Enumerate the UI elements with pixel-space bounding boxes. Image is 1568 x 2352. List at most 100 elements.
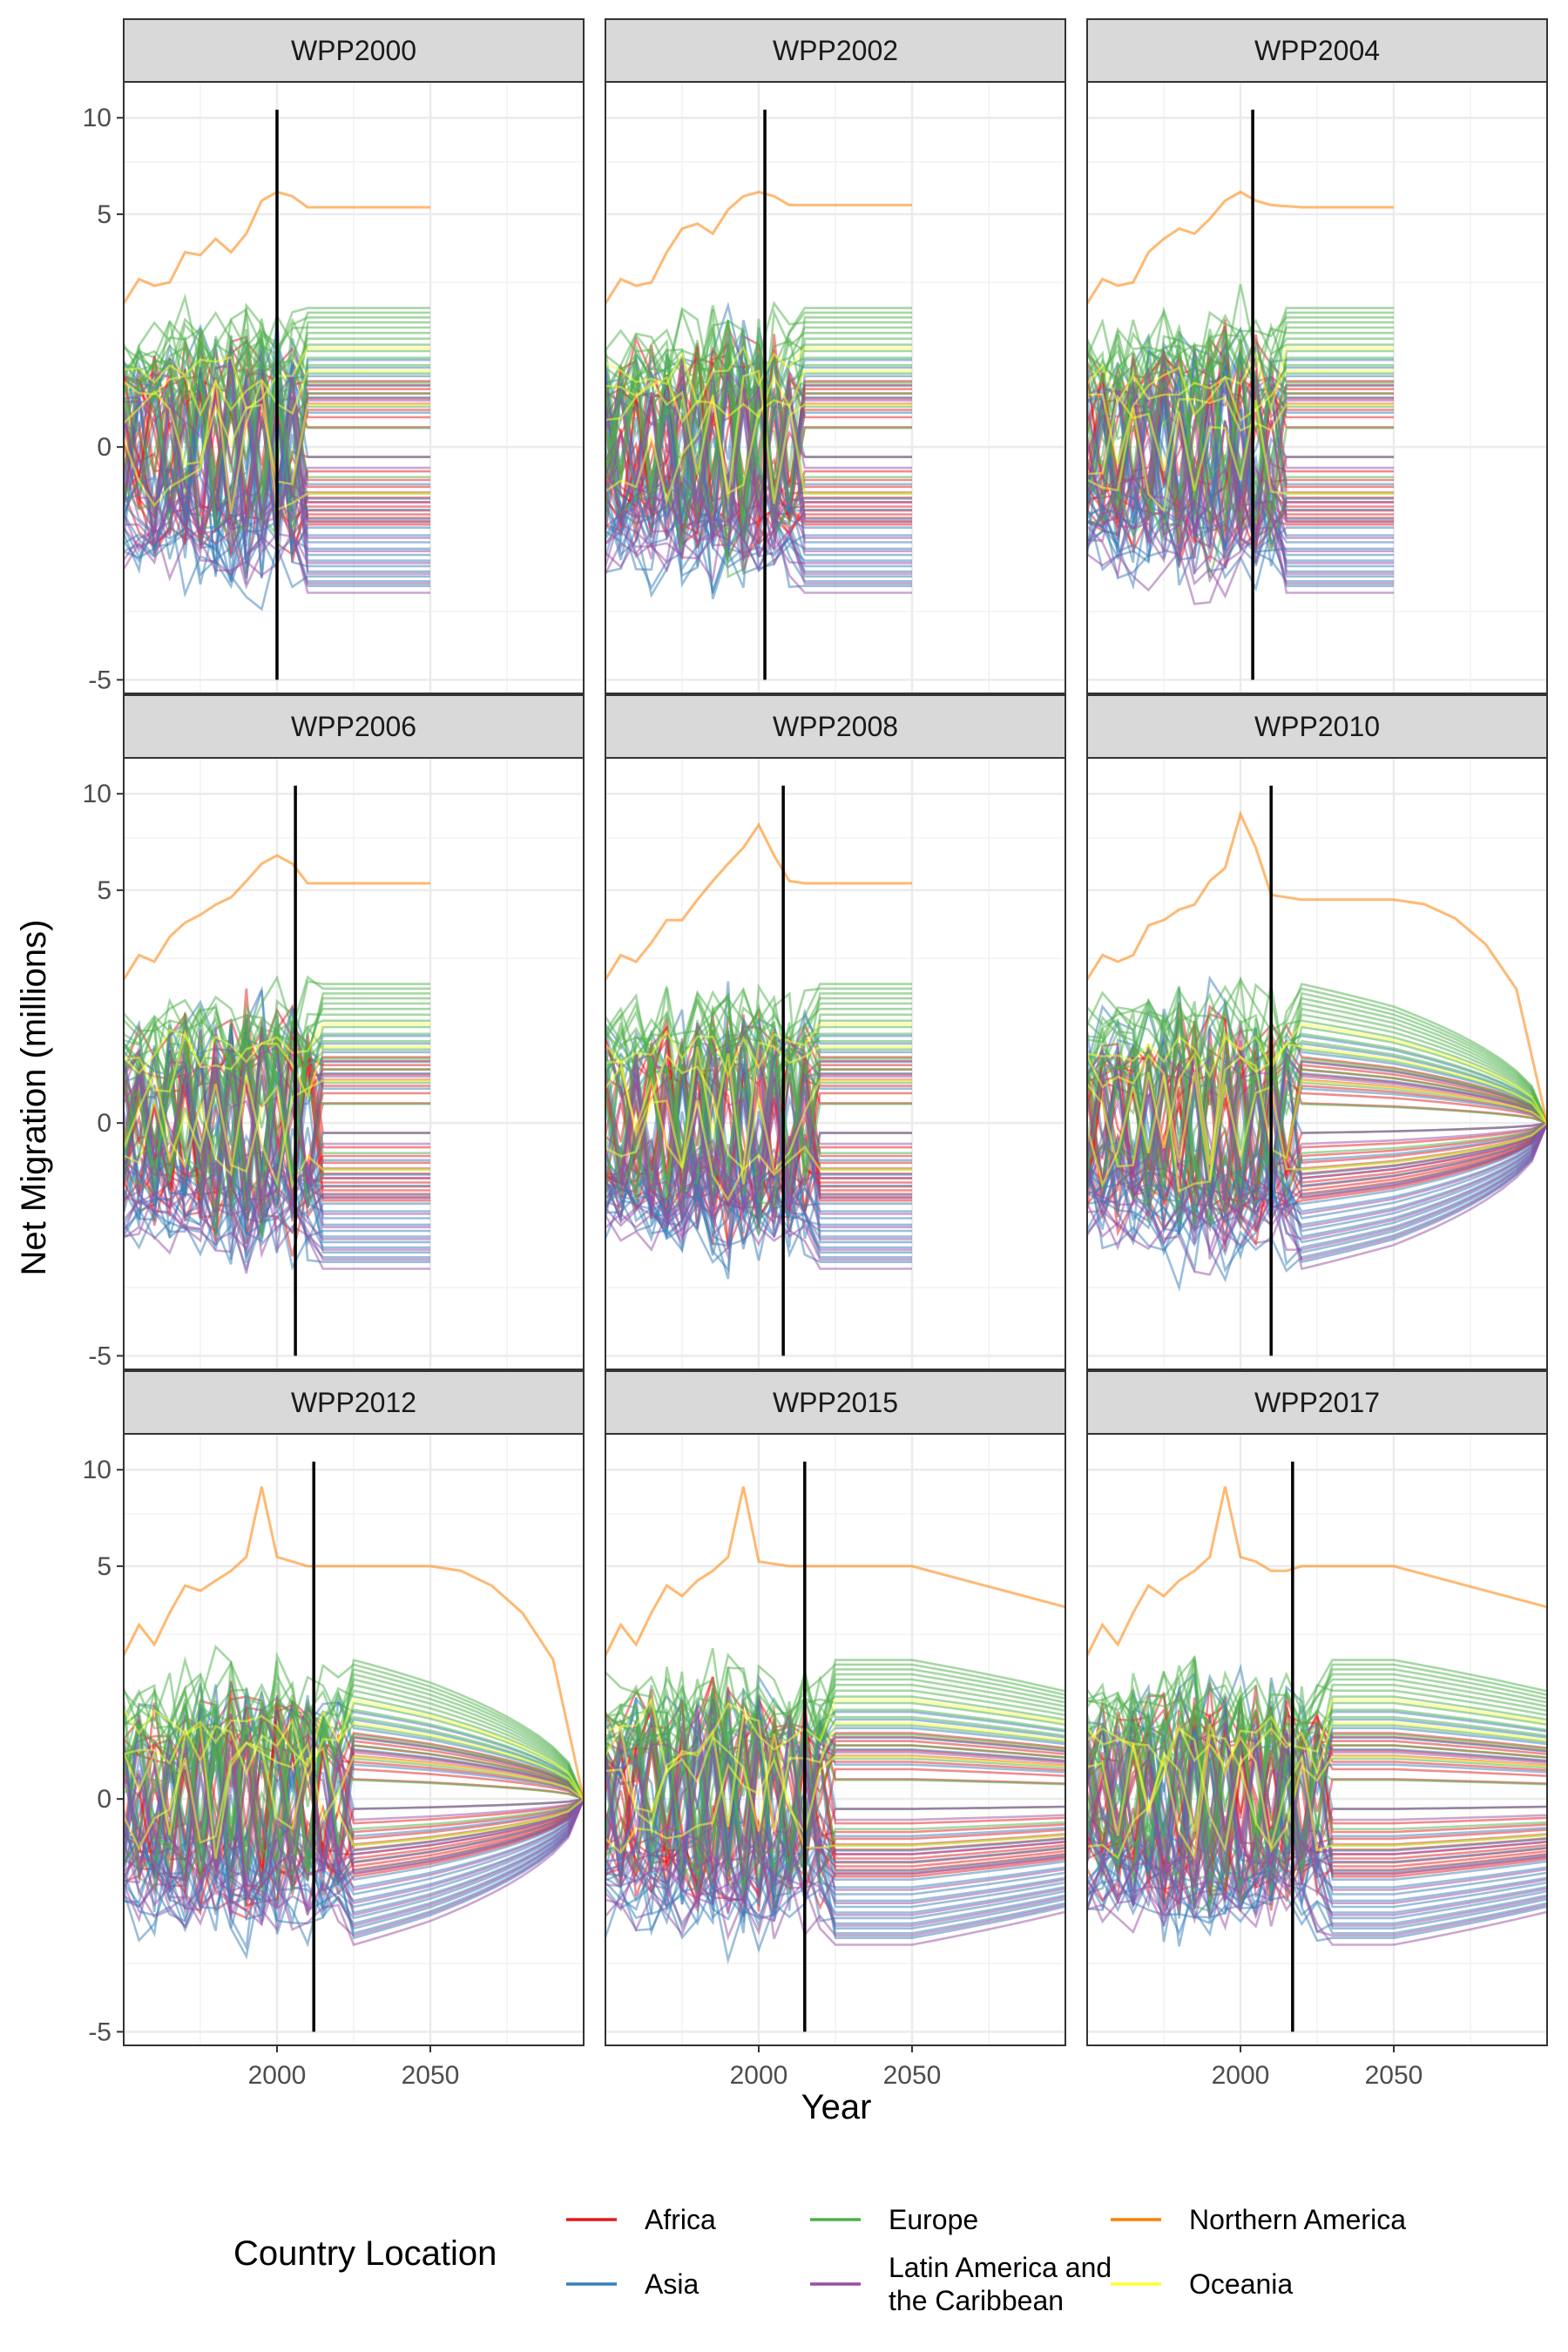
series-line-latin	[605, 1861, 1065, 1946]
series-line-europe	[1087, 1665, 1547, 1761]
series-line-asia	[124, 1026, 430, 1257]
facet-panel: WPP2004	[1086, 18, 1548, 694]
legend-label: Oceania	[1189, 2268, 1293, 2300]
y-tick-label: 10	[83, 780, 112, 808]
legend-label-line: the Caribbean	[889, 2285, 1064, 2316]
series-line-europe	[1087, 1036, 1547, 1223]
series-line-latin	[124, 1798, 584, 1937]
series-line-oceania	[1087, 347, 1394, 414]
x-axis-title: Year	[801, 2088, 872, 2126]
series-line-europe	[1087, 1673, 1547, 1809]
series-line-latin	[124, 1065, 430, 1228]
grid-lines	[124, 1434, 584, 2045]
series-line-northern-america	[1087, 190, 1394, 305]
series-line-oceania	[605, 1696, 1065, 1775]
series-line-oceania	[605, 1733, 1065, 1836]
panel-border	[605, 757, 1066, 1370]
series-line-europe	[124, 1651, 584, 1876]
legend-item: Asia	[566, 2268, 699, 2300]
series-line-asia	[1087, 353, 1394, 545]
legend-item: Europe	[810, 2204, 978, 2235]
panel-border	[123, 1433, 585, 2046]
series-line-oceania	[1087, 1031, 1547, 1181]
series-line-europe	[124, 998, 430, 1186]
series-line-europe	[1087, 1663, 1547, 1833]
series-lines	[605, 190, 912, 600]
facet-title: WPP2017	[1254, 1387, 1380, 1418]
series-line-asia	[124, 1085, 430, 1263]
series-line-latin	[605, 1105, 912, 1217]
series-line-northern-america	[605, 1486, 1065, 1657]
series-line-asia	[605, 1709, 1065, 1915]
legend-label: Northern America	[1189, 2204, 1406, 2235]
legend-label: Africa	[645, 2204, 716, 2235]
series-line-europe	[1087, 1677, 1547, 1882]
facet-title: WPP2008	[773, 711, 898, 742]
grid-lines	[605, 758, 1065, 1369]
series-line-europe	[124, 1680, 584, 1856]
panel-border	[1086, 757, 1548, 1370]
facet-strip	[605, 18, 1066, 83]
series-line-asia	[605, 1714, 1065, 1939]
series-line-northern-america	[124, 190, 430, 305]
series-line-oceania	[124, 1023, 430, 1075]
series-line-europe	[1087, 307, 1394, 391]
facet-panel: WPP2010	[1086, 694, 1548, 1370]
series-line-europe	[1087, 1012, 1547, 1190]
legend-item: Latin America and the Caribbean	[810, 2252, 1112, 2316]
series-line-asia	[1087, 1068, 1547, 1241]
series-line-oceania	[124, 1030, 430, 1100]
y-tick-label: 0	[97, 433, 112, 462]
series-line-latin	[605, 498, 912, 585]
y-tick-label: 10	[83, 104, 112, 132]
x-tick-label: 2000	[1212, 2061, 1270, 2090]
facet-strip	[123, 1370, 585, 1435]
series-line-oceania	[124, 1070, 430, 1188]
series-line-europe	[124, 1010, 430, 1210]
series-line-latin	[605, 1722, 1065, 1885]
series-line-latin	[605, 1871, 1065, 1937]
series-line-northern-america	[605, 190, 912, 305]
series-line-europe	[1087, 1678, 1547, 1843]
series-line-northern-america	[124, 854, 430, 981]
facet-title: WPP2010	[1254, 711, 1380, 742]
legend-item: Oceania	[1111, 2268, 1293, 2300]
facet-title: WPP2000	[291, 35, 416, 66]
x-axis: 2000 2050 2000 2050 2000 2050	[248, 2045, 1423, 2090]
series-line-latin	[124, 1764, 584, 1920]
legend-label-line: Latin America and	[889, 2252, 1112, 2283]
series-line-latin	[124, 1739, 584, 1889]
panel-border	[1086, 81, 1548, 694]
facet-panel: WPP2006	[123, 694, 585, 1370]
series-line-europe	[605, 1685, 1065, 1854]
panel-border	[1086, 1433, 1548, 2046]
series-lines	[124, 854, 430, 1274]
series-line-europe	[1087, 985, 1547, 1199]
series-line-latin	[1087, 1726, 1547, 1905]
series-lines	[1087, 1486, 1547, 1947]
series-line-latin	[1087, 1083, 1547, 1248]
series-line-oceania	[124, 1083, 430, 1190]
series-line-europe	[124, 1655, 584, 1876]
series-line-oceania	[124, 1724, 584, 1860]
series-line-oceania	[605, 369, 912, 425]
facet-panel: WPP2002	[605, 18, 1066, 694]
series-line-asia	[605, 1695, 1065, 1890]
series-line-europe	[124, 1713, 584, 1887]
series-line-latin	[124, 1798, 584, 1947]
series-line-latin	[1087, 457, 1394, 549]
x-tick-label: 2050	[402, 2061, 460, 2090]
y-axis-title: Net Migration (millions)	[15, 920, 53, 1276]
series-line-latin	[124, 1734, 584, 1875]
legend-item: Northern America	[1111, 2204, 1406, 2235]
series-line-europe	[1087, 991, 1547, 1188]
series-line-oceania	[1087, 366, 1394, 465]
series-line-asia	[605, 1086, 912, 1244]
series-lines	[1087, 190, 1394, 605]
x-tick-label: 2000	[248, 2061, 307, 2090]
series-line-oceania	[605, 394, 912, 506]
series-line-latin	[124, 1145, 430, 1270]
series-line-latin	[605, 1704, 1065, 1904]
series-line-europe	[124, 1024, 430, 1184]
